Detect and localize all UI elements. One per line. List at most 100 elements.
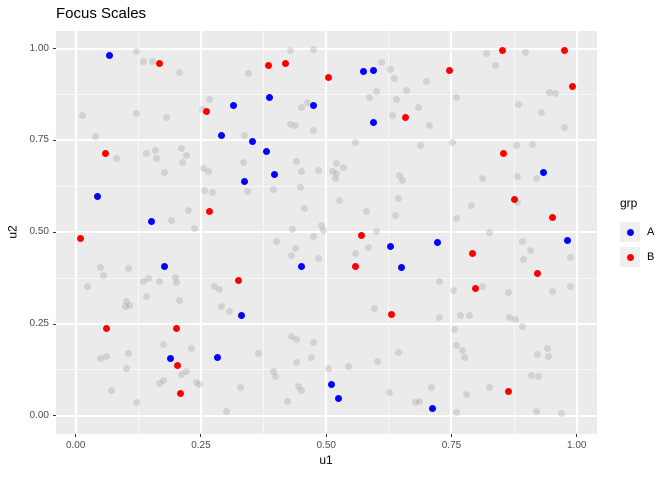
x-tick-label: 0.75	[441, 440, 462, 451]
x-tick-mark	[75, 434, 77, 437]
data-point-other	[453, 93, 460, 101]
data-point-other	[435, 314, 443, 322]
data-point-B	[281, 60, 289, 68]
data-point-other	[378, 59, 386, 66]
data-point-A	[230, 101, 238, 109]
data-point-B	[202, 108, 210, 116]
data-point-other	[303, 99, 311, 107]
data-point-other	[479, 283, 487, 291]
data-point-other	[79, 112, 87, 120]
data-point-B	[560, 46, 568, 54]
data-point-A	[106, 52, 114, 60]
data-point-other	[486, 228, 494, 236]
data-point-other	[387, 66, 395, 74]
data-point-other	[512, 141, 520, 149]
data-point-other	[392, 212, 400, 220]
data-point-other	[176, 68, 184, 76]
data-point-other	[293, 359, 301, 367]
data-point-other	[193, 378, 201, 386]
data-point-other	[96, 355, 104, 363]
y-major-gridline	[56, 47, 597, 50]
y-tick-mark	[53, 323, 56, 325]
x-tick-label: 0.50	[316, 440, 336, 451]
data-point-other	[423, 78, 431, 86]
data-point-other	[394, 194, 402, 202]
data-point-other	[159, 341, 167, 349]
data-point-other	[156, 380, 164, 387]
data-point-other	[459, 346, 466, 354]
data-point-other	[514, 172, 522, 180]
data-point-B	[172, 324, 180, 332]
x-axis-title: u1	[319, 453, 333, 467]
data-point-B	[264, 62, 272, 70]
data-point-other	[514, 198, 522, 206]
data-point-other	[291, 245, 299, 253]
data-point-A	[298, 262, 306, 270]
data-point-other	[126, 301, 134, 309]
data-point-other	[339, 163, 347, 171]
data-point-other	[448, 139, 456, 147]
data-point-A	[564, 236, 572, 244]
data-point-B	[387, 310, 395, 318]
data-point-other	[414, 103, 422, 111]
data-point-other	[225, 307, 233, 315]
data-point-other	[178, 370, 186, 378]
data-point-other	[298, 168, 306, 176]
data-point-other	[417, 142, 425, 150]
plot-panel	[56, 31, 597, 434]
data-point-A	[397, 264, 405, 272]
data-point-A	[540, 168, 548, 176]
data-point-B	[156, 60, 164, 68]
data-point-B	[324, 73, 332, 81]
data-point-B	[469, 250, 477, 258]
data-point-A	[241, 178, 249, 185]
data-point-other	[159, 377, 167, 385]
data-point-other	[386, 388, 394, 396]
legend-dot-b-icon	[626, 253, 634, 261]
data-point-other	[416, 398, 424, 406]
y-major-gridline	[56, 231, 597, 234]
data-point-B	[499, 46, 507, 54]
data-point-other	[479, 174, 487, 182]
data-point-other	[533, 350, 541, 358]
data-point-other	[331, 174, 339, 182]
y-tick-label: 0.25	[29, 318, 49, 329]
data-point-other	[309, 127, 317, 135]
y-tick-mark	[53, 415, 56, 417]
y-tick-label: 0.75	[29, 134, 49, 146]
data-point-other	[216, 285, 224, 293]
data-point-A	[335, 395, 343, 403]
data-point-other	[183, 367, 191, 375]
x-tick-mark	[325, 434, 327, 437]
data-point-other	[163, 113, 171, 121]
data-point-other	[394, 349, 402, 357]
data-point-other	[113, 154, 121, 162]
data-point-A	[370, 67, 378, 75]
data-point-other	[99, 272, 107, 280]
data-point-A	[148, 217, 156, 225]
data-point-other	[325, 364, 333, 372]
data-point-other	[452, 215, 460, 223]
data-point-other	[172, 274, 180, 282]
data-point-other	[351, 250, 359, 258]
data-point-other	[519, 237, 527, 245]
x-tick-label: 0.25	[191, 440, 211, 451]
data-point-other	[300, 204, 308, 212]
data-point-B	[548, 213, 556, 221]
data-point-other	[511, 315, 519, 323]
data-point-A	[237, 312, 245, 320]
data-point-A	[262, 147, 270, 155]
data-point-A	[370, 118, 378, 126]
data-point-other	[534, 373, 542, 381]
data-point-other	[528, 140, 536, 148]
y-major-gridline	[56, 139, 597, 142]
data-point-other	[168, 216, 176, 224]
legend-label-b: B	[647, 251, 655, 263]
data-point-other	[223, 407, 230, 415]
data-point-other	[176, 296, 184, 304]
legend-title: grp	[620, 196, 638, 210]
data-point-other	[91, 132, 99, 140]
data-point-other	[133, 47, 141, 55]
data-point-other	[366, 93, 374, 101]
data-point-other	[144, 274, 152, 282]
